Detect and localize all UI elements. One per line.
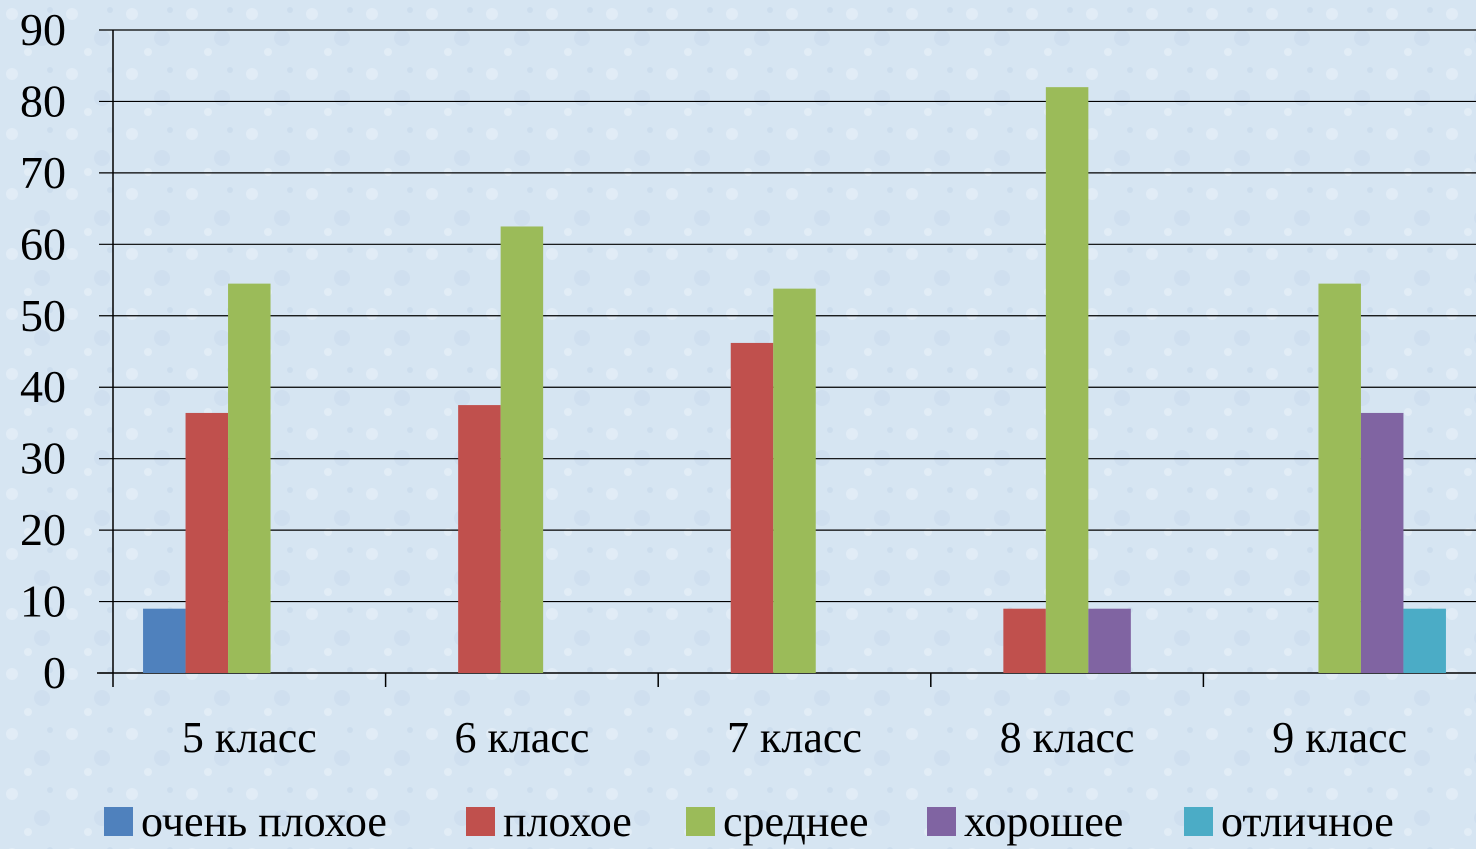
y-tick-label: 40 [20, 361, 66, 412]
y-axis-tick-labels: 0 10 20 30 40 50 60 70 80 90 [20, 4, 66, 698]
bar-4-5 [1360, 412, 1404, 673]
y-tick-label: 20 [20, 504, 66, 555]
bar-2-3 [730, 342, 774, 673]
bar-4-4 [1088, 608, 1131, 673]
legend-label-4: хорошее [964, 797, 1123, 846]
bar-2-1 [185, 412, 229, 673]
x-category-label: 9 класс [1272, 713, 1407, 762]
bar-3-1 [228, 283, 271, 673]
legend-swatch-5 [1184, 807, 1213, 836]
y-tick-label: 80 [20, 75, 66, 126]
bar-3-2 [500, 226, 544, 673]
y-tick-label: 0 [43, 647, 66, 698]
legend-swatch-1 [104, 807, 133, 836]
y-tick-label: 90 [20, 4, 66, 55]
x-category-label: 7 класс [727, 713, 862, 762]
y-tick-label: 30 [20, 433, 66, 484]
bar-5-5 [1403, 608, 1446, 673]
legend-swatch-3 [686, 807, 715, 836]
bars [143, 87, 1446, 673]
legend-label-3: среднее [723, 797, 868, 846]
x-category-label: 8 класс [1000, 713, 1135, 762]
bar-1-1 [143, 608, 186, 673]
bar-2-2 [458, 405, 501, 673]
y-tick-label: 10 [20, 576, 66, 627]
x-category-label: 6 класс [454, 713, 589, 762]
x-category-label: 5 класс [182, 713, 317, 762]
legend-label-1: очень плохое [141, 797, 387, 846]
y-tick-label: 50 [20, 290, 66, 341]
legend-swatch-2 [466, 807, 495, 836]
legend: очень плохое плохое среднее хорошее отличное [104, 797, 1394, 846]
x-axis-category-labels: 5 класс 6 класс 7 класс 8 класс 9 класс [182, 713, 1407, 762]
bar-3-5 [1318, 283, 1361, 673]
y-tick-label: 70 [20, 147, 66, 198]
bar-3-3 [773, 288, 816, 673]
bar-2-4 [1003, 608, 1046, 673]
legend-swatch-4 [927, 807, 956, 836]
legend-label-2: плохое [503, 797, 632, 846]
legend-label-5: отличное [1221, 797, 1394, 846]
bar-3-4 [1045, 87, 1089, 673]
y-tick-label: 60 [20, 218, 66, 269]
